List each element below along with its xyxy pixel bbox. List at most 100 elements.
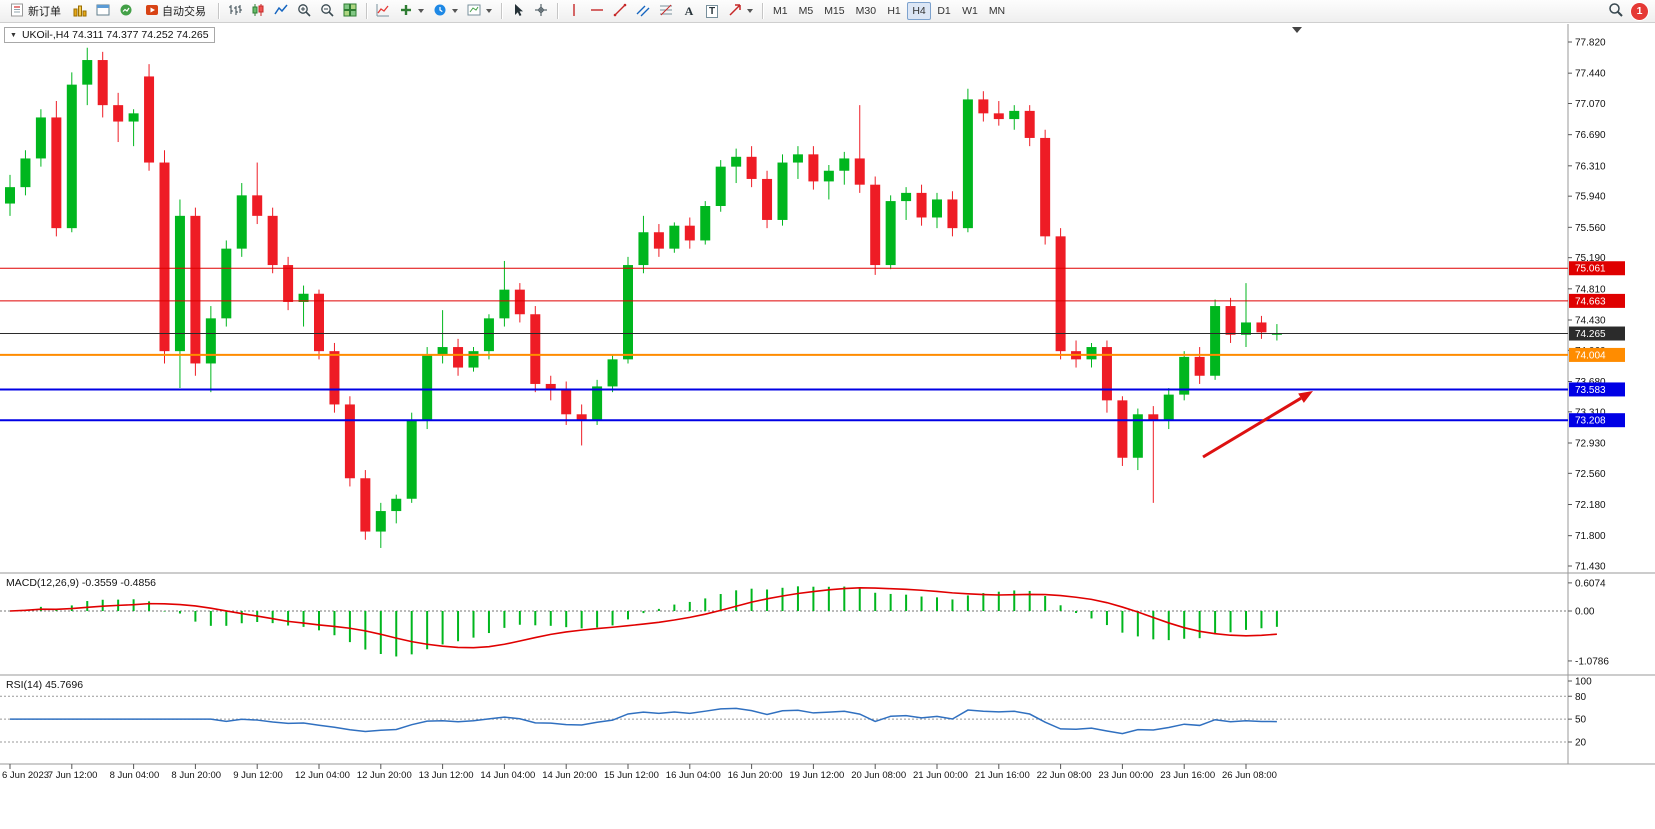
time-label: 9 Jun 12:00 xyxy=(233,770,283,781)
candle-body xyxy=(1179,356,1190,395)
candle-body xyxy=(1024,110,1035,138)
candle-body xyxy=(1210,306,1221,376)
candle-body xyxy=(932,199,942,218)
timeframe-H4[interactable]: H4 xyxy=(907,2,932,20)
zoom-out-button[interactable] xyxy=(316,1,338,21)
trendline-icon xyxy=(613,3,627,20)
chart-shift-marker[interactable] xyxy=(1292,27,1302,33)
autotrading-icon xyxy=(145,3,159,20)
text-tool-button[interactable]: A xyxy=(678,1,700,21)
candle-body xyxy=(329,351,340,405)
channel-button[interactable] xyxy=(632,1,654,21)
dropdown-caret-icon xyxy=(452,9,458,13)
search-icon xyxy=(1608,2,1623,20)
zoom-out-icon xyxy=(320,3,334,20)
line-chart-icon xyxy=(274,3,288,20)
candle-body xyxy=(144,76,155,163)
collapse-caret-icon[interactable]: ▼ xyxy=(10,31,17,39)
candle-body xyxy=(267,215,278,266)
candle-body xyxy=(1009,110,1020,120)
candle-body xyxy=(375,511,386,532)
rsi-scale-label: 50 xyxy=(1575,715,1587,726)
price-tick-label: 77.440 xyxy=(1575,69,1606,80)
price-badge-label: 75.061 xyxy=(1575,264,1606,275)
rsi-scale-label: 100 xyxy=(1575,677,1592,688)
candle-body xyxy=(993,113,1004,120)
candle-body xyxy=(205,318,216,364)
candle-body xyxy=(344,404,355,479)
add-indicator-button[interactable] xyxy=(395,1,428,21)
candlestick-chart-button[interactable] xyxy=(247,1,269,21)
time-label: 12 Jun 04:00 xyxy=(295,770,350,781)
time-label: 15 Jun 12:00 xyxy=(604,770,659,781)
candle-body xyxy=(422,355,433,421)
templates-icon xyxy=(467,3,481,20)
trend-arrow-head[interactable] xyxy=(1298,391,1313,403)
line-chart-button[interactable] xyxy=(270,1,292,21)
horizontal-line-button[interactable] xyxy=(586,1,608,21)
profile-window-button[interactable] xyxy=(92,1,114,21)
price-badge xyxy=(1569,413,1625,428)
periods-button[interactable] xyxy=(429,1,462,21)
candle-body xyxy=(97,60,108,106)
candle-body xyxy=(870,184,881,266)
vertical-line-button[interactable] xyxy=(563,1,585,21)
time-label: 23 Jun 16:00 xyxy=(1160,770,1215,781)
search-button[interactable] xyxy=(1604,1,1627,21)
timeframe-D1[interactable]: D1 xyxy=(937,5,951,17)
price-badge-label: 74.663 xyxy=(1575,296,1606,307)
arrows-tool-icon xyxy=(728,3,742,20)
label-tool-button[interactable]: T xyxy=(701,1,723,21)
timeframe-W1[interactable]: W1 xyxy=(962,5,978,17)
timeframe-M1[interactable]: M1 xyxy=(773,5,788,17)
templates-button[interactable] xyxy=(463,1,496,21)
charts-stack-button[interactable] xyxy=(69,1,91,21)
price-tick-label: 75.190 xyxy=(1575,253,1606,264)
time-label: 14 Jun 20:00 xyxy=(542,770,597,781)
time-label: 19 Jun 12:00 xyxy=(789,770,844,781)
tile-windows-button[interactable] xyxy=(339,1,361,21)
price-tick-label: 74.430 xyxy=(1575,315,1606,326)
candle-body xyxy=(1241,322,1251,335)
time-scale-area[interactable] xyxy=(0,764,1568,784)
cursor-icon xyxy=(511,3,525,20)
timeframe-M15[interactable]: M15 xyxy=(824,5,845,17)
candle-body xyxy=(947,199,958,229)
price-tick-label: 76.690 xyxy=(1575,130,1606,141)
candle-body xyxy=(684,225,695,241)
trendline-button[interactable] xyxy=(609,1,631,21)
notification-badge[interactable]: 1 xyxy=(1631,2,1648,20)
price-tick-label: 72.930 xyxy=(1575,438,1606,449)
time-label: 16 Jun 20:00 xyxy=(728,770,783,781)
timeframe-MN[interactable]: MN xyxy=(988,5,1006,17)
candle-body xyxy=(1040,137,1051,237)
candle-body xyxy=(221,248,232,319)
channel-icon xyxy=(636,3,650,20)
vertical-line-icon xyxy=(567,3,581,20)
zoom-in-button[interactable] xyxy=(293,1,315,21)
candle-body xyxy=(1194,356,1205,376)
price-scale-area[interactable] xyxy=(1568,24,1655,764)
market-watch-button[interactable] xyxy=(115,1,137,21)
autotrading-button[interactable]: 自动交易 xyxy=(138,1,213,21)
candle-body xyxy=(174,215,185,352)
bar-chart-button[interactable] xyxy=(224,1,246,21)
candle-body xyxy=(128,113,139,122)
candle-body xyxy=(283,265,294,302)
new-order-button[interactable]: 新订单 xyxy=(3,1,68,21)
price-badge xyxy=(1569,261,1625,276)
cursor-button[interactable] xyxy=(507,1,529,21)
price-badge xyxy=(1569,326,1625,341)
candle-body xyxy=(978,99,989,114)
candle-body xyxy=(1271,333,1282,335)
timeframe-H1[interactable]: H1 xyxy=(887,5,901,17)
trend-arrow-line[interactable] xyxy=(1202,396,1302,459)
indicators-button[interactable] xyxy=(372,1,394,21)
horizontal-line-icon xyxy=(590,3,604,20)
fibonacci-button[interactable] xyxy=(655,1,677,21)
arrows-tool-button[interactable] xyxy=(724,1,757,21)
timeframe-M5[interactable]: M5 xyxy=(798,5,814,17)
crosshair-button[interactable] xyxy=(530,1,552,21)
timeframe-M30[interactable]: M30 xyxy=(855,5,877,17)
